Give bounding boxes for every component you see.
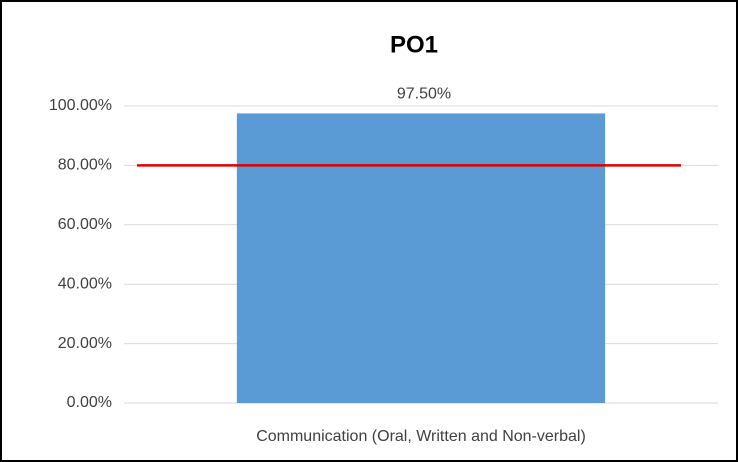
bar [236,113,606,404]
y-tick-label: 100.00% [49,97,112,114]
y-tick-label: 60.00% [58,216,112,233]
chart-title: PO1 [390,31,438,58]
y-tick-label: 80.00% [58,157,112,174]
y-tick-label: 20.00% [58,335,112,352]
x-tick-label: Communication (Oral, Written and Non-ver… [256,428,586,445]
y-tick-label: 40.00% [58,275,112,292]
y-tick-label: 0.00% [67,394,112,411]
data-label: 97.50% [397,86,451,103]
